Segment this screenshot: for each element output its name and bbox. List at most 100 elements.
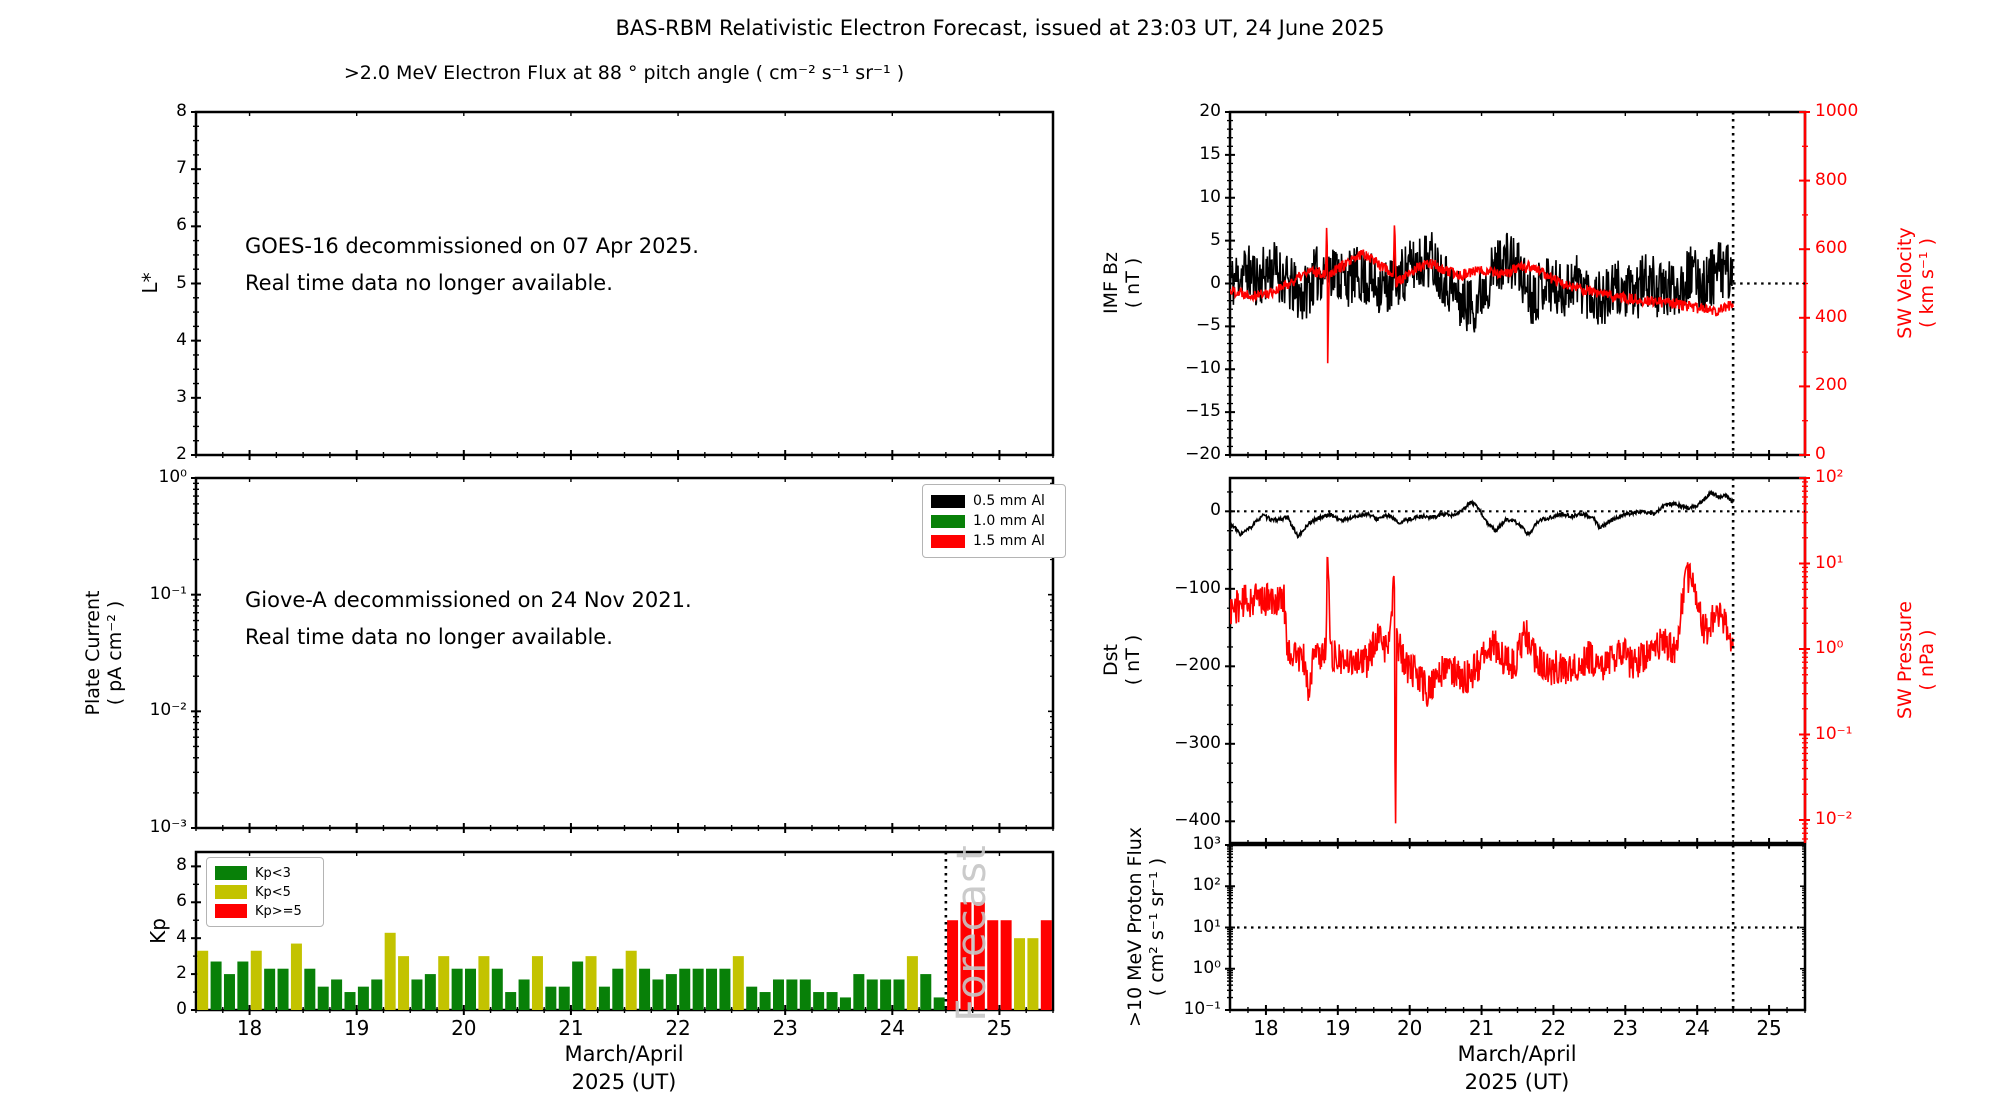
giovea-message-line1: Giove-A decommissioned on 24 Nov 2021. bbox=[245, 588, 692, 612]
x-tick-label: 25 bbox=[986, 1016, 1013, 1040]
right-y-tick-label: 10⁰ bbox=[1815, 638, 1844, 658]
y-tick-label: 7 bbox=[176, 158, 187, 179]
y-tick-label: 20 bbox=[1199, 101, 1221, 121]
kp-bar bbox=[706, 968, 718, 1010]
y-tick-label: 8 bbox=[176, 855, 187, 876]
kp-bar bbox=[371, 979, 383, 1010]
x-tick-label: 20 bbox=[1396, 1016, 1423, 1040]
right-y-tick-label: 400 bbox=[1815, 306, 1848, 327]
kp-bar bbox=[719, 968, 731, 1010]
kp-bar bbox=[652, 979, 664, 1010]
y-tick-label: 3 bbox=[176, 386, 187, 407]
y-tick-label: −5 bbox=[1195, 315, 1221, 336]
x-tick-label: 25 bbox=[1756, 1016, 1782, 1040]
right-y-tick-label: 800 bbox=[1815, 169, 1848, 190]
kp-bar bbox=[772, 979, 784, 1010]
y-tick-label: 5 bbox=[1210, 229, 1221, 250]
kp-bar bbox=[572, 961, 584, 1010]
x-tick-label: 24 bbox=[1684, 1016, 1710, 1040]
kp-bar bbox=[786, 979, 798, 1010]
panel-border-p1 bbox=[194, 110, 1055, 457]
right-xaxis-label-month: March/April bbox=[1457, 1042, 1577, 1066]
legend-label: Kp<5 bbox=[255, 884, 291, 900]
y-tick-label: 6 bbox=[176, 891, 187, 912]
kp-bar bbox=[839, 997, 851, 1010]
y-tick-label: −20 bbox=[1185, 444, 1221, 464]
y-tick-label: −200 bbox=[1174, 655, 1221, 676]
y-tick-label: 2 bbox=[176, 444, 187, 464]
kp-bar bbox=[866, 979, 878, 1010]
right-xaxis-label-year: 2025 (UT) bbox=[1464, 1070, 1570, 1094]
kp-bar bbox=[491, 968, 503, 1010]
legend-row: Kp>=5 bbox=[215, 904, 315, 919]
kp-bar bbox=[665, 974, 677, 1010]
right-y-tick-label: 1000 bbox=[1815, 101, 1859, 121]
y-tick-label: 10⁻³ bbox=[149, 817, 187, 837]
legend-row: Kp<5 bbox=[215, 885, 315, 900]
kp-bar bbox=[585, 956, 597, 1010]
kp-bar bbox=[1000, 920, 1012, 1010]
kp-bar bbox=[558, 986, 570, 1010]
kp-bar bbox=[451, 968, 463, 1010]
y-tick-label: 10³ bbox=[1192, 834, 1221, 854]
kp-bar bbox=[331, 979, 343, 1010]
y-tick-label: 15 bbox=[1199, 143, 1221, 164]
legend-swatch-kp-ge5 bbox=[215, 904, 247, 918]
legend-label: Kp>=5 bbox=[255, 903, 302, 919]
y-tick-label: 10 bbox=[1199, 186, 1221, 207]
kp-bar bbox=[478, 956, 490, 1010]
kp-bar bbox=[438, 956, 450, 1010]
x-tick-label: 22 bbox=[1540, 1016, 1567, 1040]
kp-bar bbox=[398, 956, 410, 1010]
y-tick-label: 10⁻² bbox=[149, 700, 187, 721]
legend-row: Kp<3 bbox=[215, 866, 315, 881]
kp-bar bbox=[223, 974, 235, 1010]
kp-bar bbox=[679, 968, 691, 1010]
legend-label: 0.5 mm Al bbox=[973, 493, 1045, 509]
legend-swatch-kp-lt5 bbox=[215, 885, 247, 899]
forecast-watermark: Forecast bbox=[949, 844, 995, 1022]
kp-bar bbox=[799, 979, 811, 1010]
kp-bar bbox=[518, 979, 530, 1010]
sw-pressure-line bbox=[1230, 556, 1734, 824]
sw-velocity-line bbox=[1230, 225, 1734, 364]
kp-bar bbox=[1014, 938, 1026, 1010]
right-y-tick-label: 0 bbox=[1815, 444, 1826, 464]
y-tick-label: 0 bbox=[1210, 272, 1221, 293]
y-tick-label: 4 bbox=[176, 329, 187, 350]
y-tick-label: 10² bbox=[1192, 875, 1221, 896]
y-tick-label: 10⁻¹ bbox=[149, 583, 187, 604]
kp-bar bbox=[947, 920, 959, 1010]
x-tick-label: 22 bbox=[665, 1016, 691, 1040]
y-tick-label: 2 bbox=[176, 963, 187, 984]
x-tick-label: 21 bbox=[1468, 1016, 1495, 1040]
kp-bar bbox=[1027, 938, 1039, 1010]
legend-swatch-kp-lt3 bbox=[215, 866, 247, 880]
kp-bar bbox=[692, 968, 704, 1010]
kp-bar bbox=[639, 968, 651, 1010]
plate-current-legend: 0.5 mm Al 1.0 mm Al 1.5 mm Al bbox=[922, 484, 1066, 558]
legend-label: 1.5 mm Al bbox=[973, 533, 1045, 549]
y-tick-label: −10 bbox=[1185, 358, 1221, 379]
x-tick-label: 18 bbox=[1253, 1016, 1279, 1040]
kp-bar bbox=[290, 943, 302, 1010]
x-tick-label: 19 bbox=[343, 1016, 370, 1040]
kp-bar bbox=[384, 932, 396, 1010]
imf-bz-line bbox=[1230, 232, 1734, 333]
kp-bar bbox=[920, 974, 932, 1010]
kp-bar bbox=[317, 986, 329, 1010]
kp-bar bbox=[264, 968, 276, 1010]
y-tick-label: 10¹ bbox=[1192, 916, 1221, 937]
legend-row: 0.5 mm Al bbox=[931, 493, 1057, 509]
figure-title: BAS-RBM Relativistic Electron Forecast, … bbox=[615, 16, 1385, 40]
legend-row: 1.5 mm Al bbox=[931, 533, 1057, 549]
y-tick-label: 5 bbox=[176, 272, 187, 293]
y-tick-label: 10⁰ bbox=[1192, 957, 1221, 978]
x-tick-label: 23 bbox=[1612, 1016, 1639, 1040]
kp-bar bbox=[893, 979, 905, 1010]
left-xaxis-label-year: 2025 (UT) bbox=[571, 1070, 677, 1094]
y-tick-label: 10⁰ bbox=[158, 467, 187, 487]
right-y-tick-label: 10² bbox=[1815, 467, 1844, 487]
